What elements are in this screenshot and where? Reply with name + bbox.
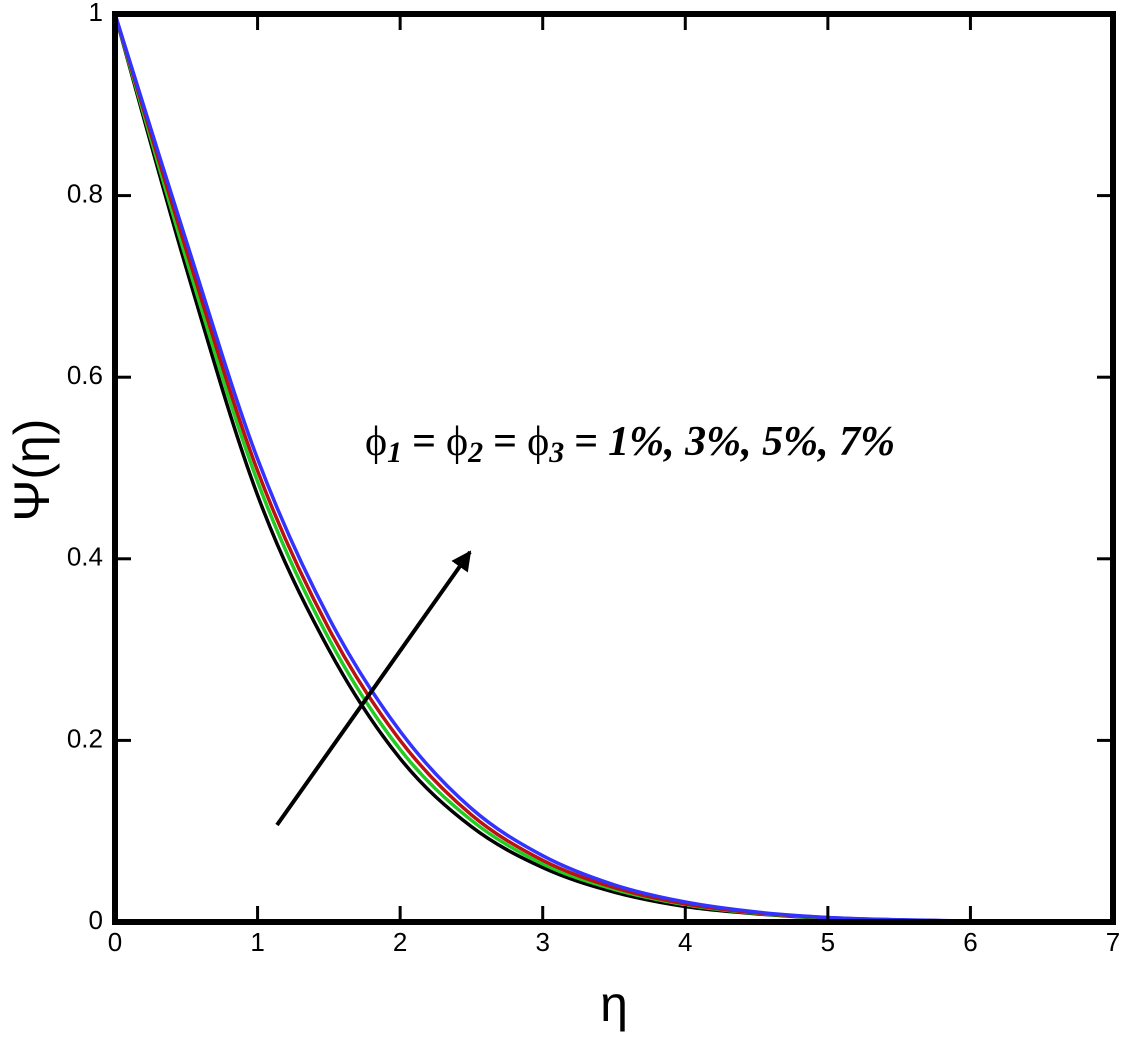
annotation-equals: =	[493, 419, 517, 465]
annotation-subscript: 2	[467, 436, 483, 469]
y-tick-label: 0.2	[67, 723, 103, 753]
x-tick-label: 2	[393, 927, 407, 957]
line-series	[113, 13, 1114, 924]
annotation-symbol: ϕ	[446, 419, 468, 465]
arrow	[275, 550, 472, 827]
line-series	[113, 13, 1114, 924]
y-tick-label: 0.8	[67, 178, 103, 208]
x-tick-label: 6	[963, 927, 977, 957]
line-series	[113, 13, 1114, 924]
plot-area	[113, 13, 1114, 924]
annotation-symbol: ϕ	[527, 419, 549, 465]
x-tick-label: 0	[108, 927, 122, 957]
line-series	[113, 13, 1114, 924]
y-tick-label: 1	[89, 0, 103, 27]
annotation-subscript: 3	[548, 436, 564, 469]
y-axis-label: Ψ(η)	[4, 419, 60, 522]
y-tick-label: 0.6	[67, 360, 103, 390]
y-tick-label: 0.4	[67, 542, 103, 572]
annotation-equals: =	[412, 419, 436, 465]
x-tick-label: 4	[678, 927, 692, 957]
y-tick-label: 0	[89, 905, 103, 935]
annotation: ϕ1 = ϕ2 = ϕ3 = 1%, 3%, 5%, 7%	[365, 419, 895, 469]
annotation-equals: =	[574, 419, 598, 465]
plot-frame	[112, 11, 1116, 925]
annotation-symbol: ϕ	[365, 419, 387, 465]
x-tick-label: 7	[1106, 927, 1120, 957]
x-tick-label: 1	[250, 927, 264, 957]
x-axis-label: η	[600, 976, 628, 1032]
annotation-subscript: 1	[387, 436, 402, 469]
x-tick-label: 5	[821, 927, 835, 957]
annotation-values: 1%, 3%, 5%, 7%	[608, 419, 895, 465]
x-tick-label: 3	[535, 927, 549, 957]
